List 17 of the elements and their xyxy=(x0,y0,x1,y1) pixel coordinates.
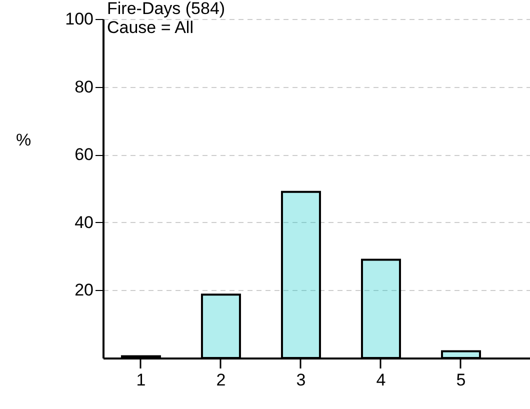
x-tick-label: 4 xyxy=(376,370,386,390)
y-tick-label: 40 xyxy=(74,212,94,232)
chart-title: Fire-Days (584) xyxy=(107,0,226,18)
chart-subtitle: Cause = All xyxy=(107,18,194,37)
x-tick-label: 5 xyxy=(456,370,466,390)
y-tick-label: 20 xyxy=(74,280,94,300)
bar xyxy=(200,294,241,359)
bar xyxy=(280,190,321,359)
bar xyxy=(360,258,401,359)
x-tick-label: 1 xyxy=(136,370,146,390)
x-tick-label: 3 xyxy=(296,370,306,390)
y-tick-label: 100 xyxy=(65,10,94,28)
y-axis-title: % xyxy=(16,130,32,150)
x-tick-label: 2 xyxy=(216,370,226,390)
y-tick-label: 80 xyxy=(74,77,94,96)
y-tick-label: 60 xyxy=(74,145,94,164)
bar xyxy=(440,350,481,359)
